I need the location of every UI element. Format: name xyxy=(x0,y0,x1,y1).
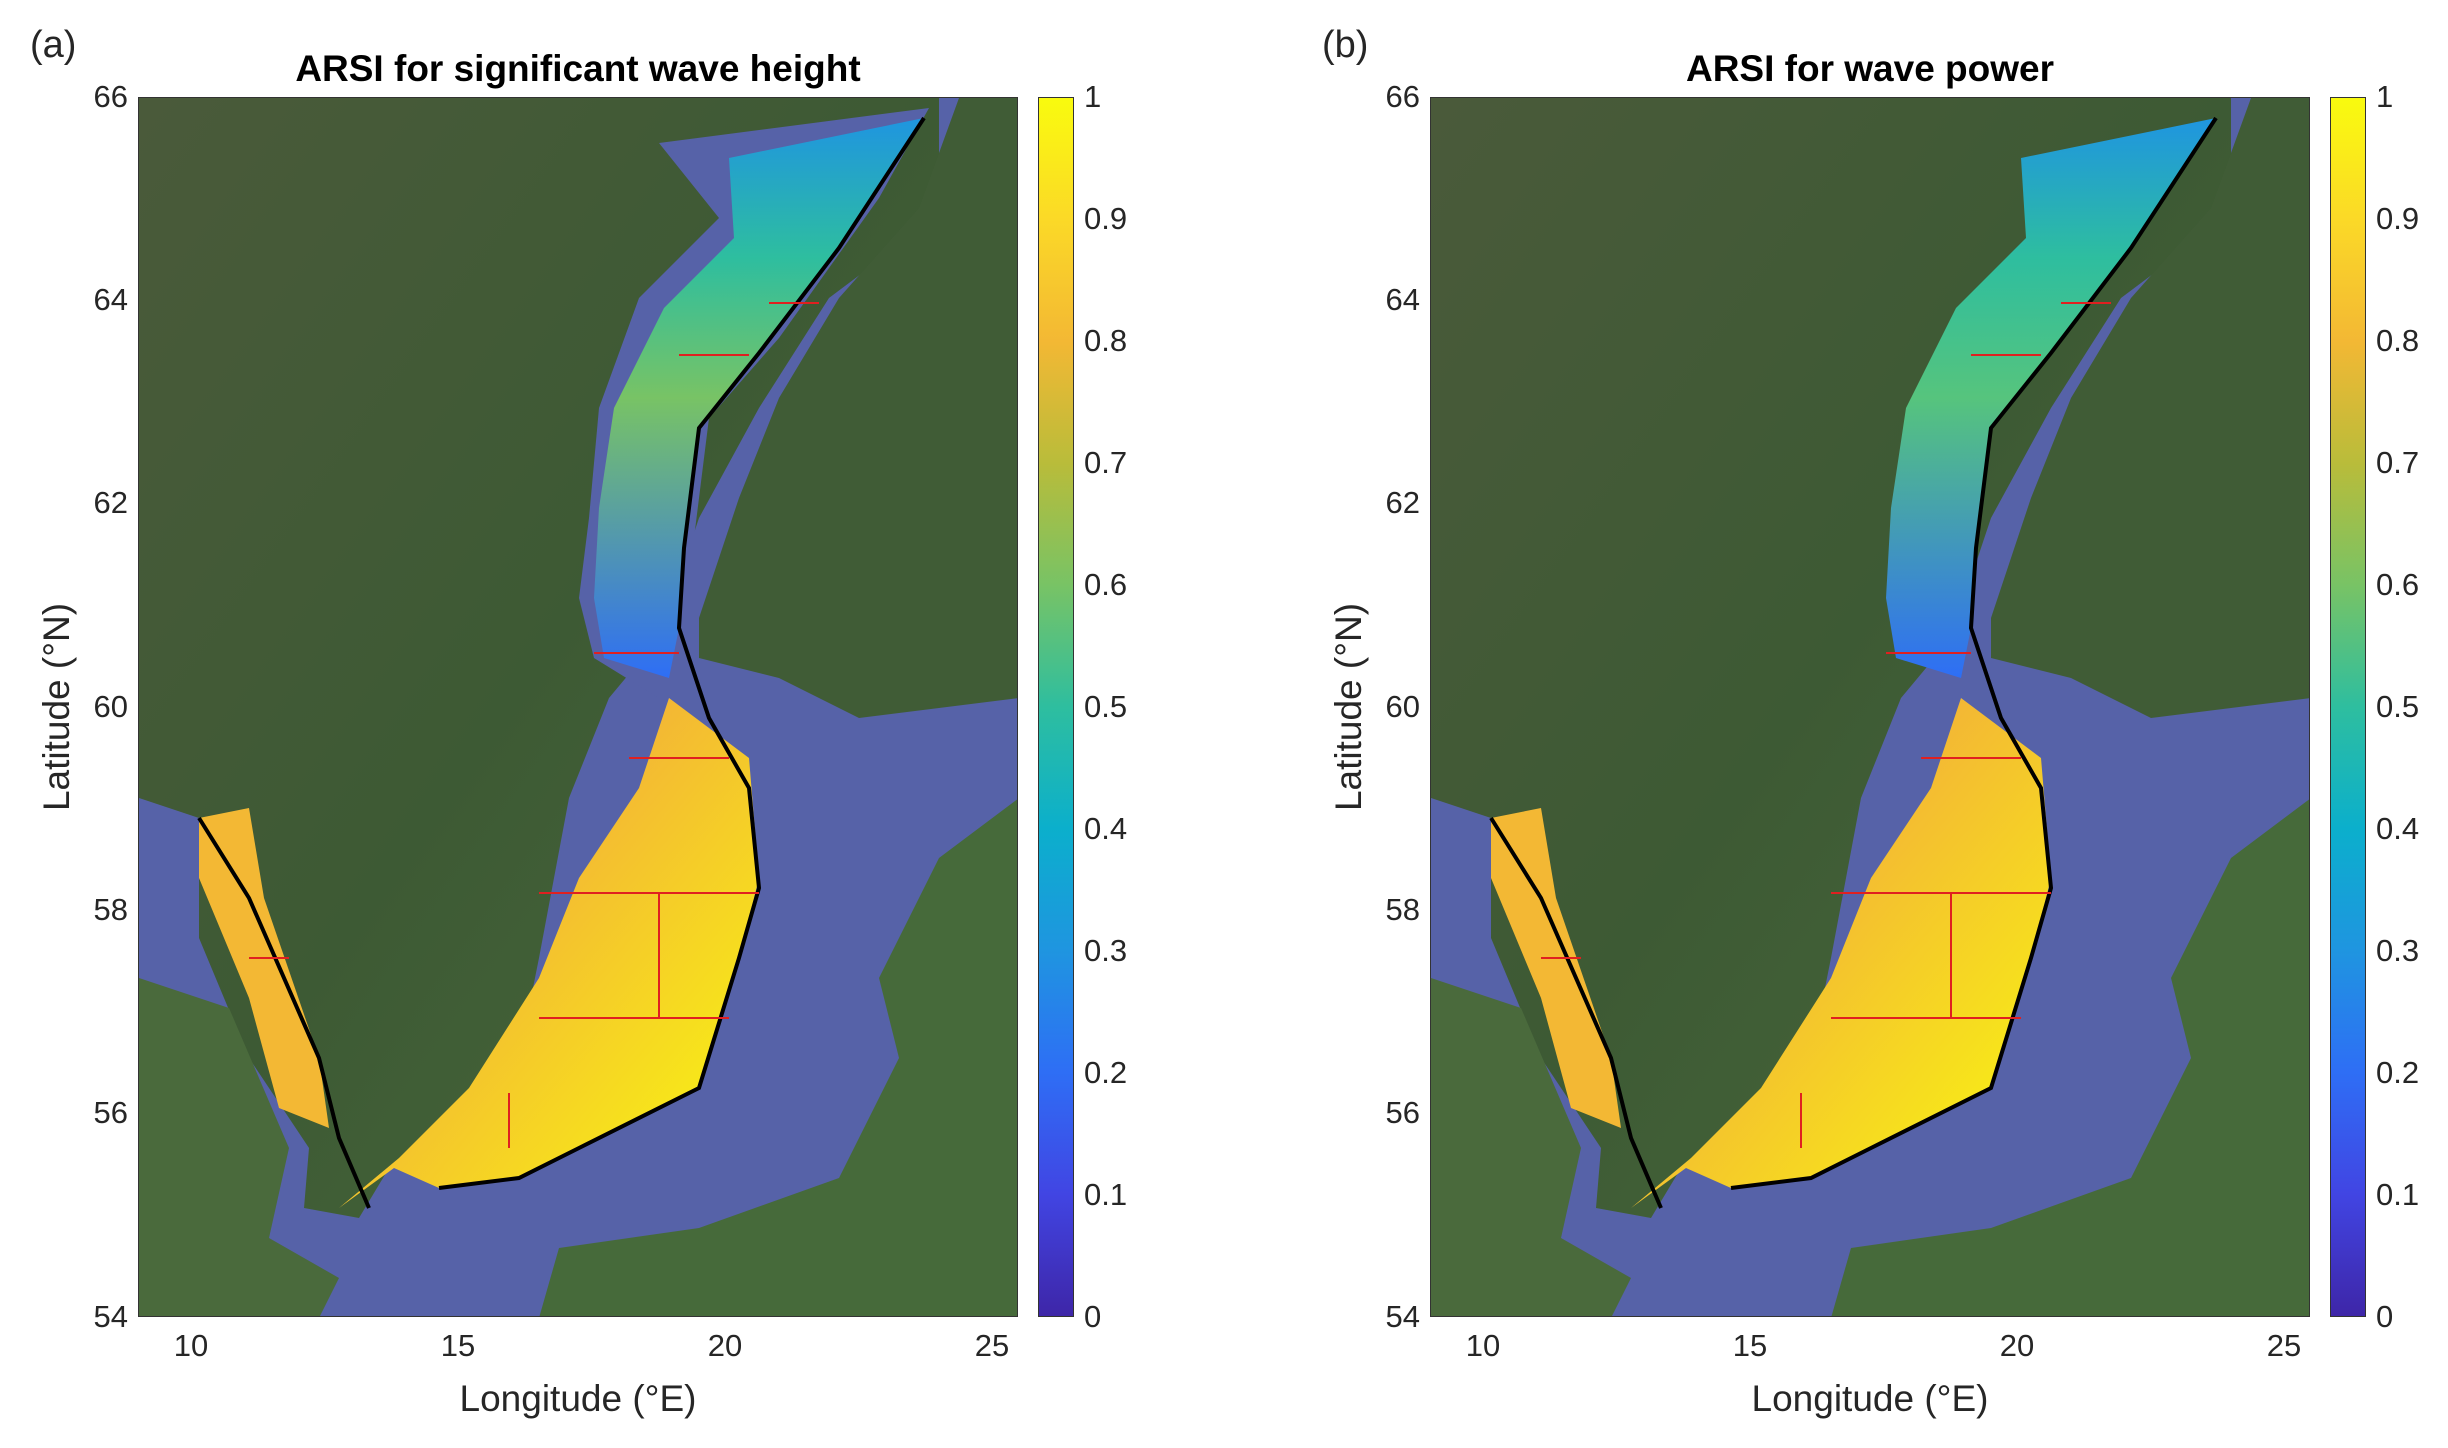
colorbar-tick-label: 0.5 xyxy=(2376,689,2420,724)
colorbar-tick-label: 0.7 xyxy=(1084,445,1128,480)
x-tick-label: 10 xyxy=(1465,1328,1501,1363)
colorbar-tick-label: 0.6 xyxy=(1084,567,1128,602)
colorbar-tick-label: 0.5 xyxy=(1084,689,1128,724)
colorbar-tick-label: 0.2 xyxy=(1084,1055,1128,1090)
x-tick-label: 25 xyxy=(2266,1328,2302,1363)
y-tick-label: 58 xyxy=(93,892,128,927)
y-tick-label: 66 xyxy=(1385,79,1420,114)
colorbar-tick-label: 0.1 xyxy=(2376,1177,2420,1212)
colorbar-tick-label: 1 xyxy=(2376,79,2394,114)
panel-label: (a) xyxy=(30,24,77,66)
colorbar-tick-label: 0.9 xyxy=(1084,201,1128,236)
panel-label: (b) xyxy=(1322,24,1369,66)
y-tick-label: 60 xyxy=(1385,689,1420,724)
colorbar-tick-label: 0.8 xyxy=(2376,323,2420,358)
map-graphic xyxy=(139,98,1017,1316)
y-tick-label: 62 xyxy=(1385,485,1420,520)
colorbar-tick-label: 0.6 xyxy=(2376,567,2420,602)
map-area xyxy=(138,97,1018,1317)
y-tick-label: 56 xyxy=(1385,1095,1420,1130)
y-tick-label: 64 xyxy=(93,282,128,317)
y-tick-label: 64 xyxy=(1385,282,1420,317)
colorbar-tick-label: 1 xyxy=(1084,79,1102,114)
x-tick-label: 20 xyxy=(707,1328,743,1363)
y-axis-label: Latitude (°N) xyxy=(1328,602,1369,812)
x-axis-label: Longitude (°E) xyxy=(1751,1378,1989,1419)
y-tick-label: 66 xyxy=(93,79,128,114)
colorbar-tick-label: 0.9 xyxy=(2376,201,2420,236)
y-tick-label: 60 xyxy=(93,689,128,724)
y-axis-label: Latitude (°N) xyxy=(36,602,77,812)
panel-title: ARSI for significant wave height xyxy=(295,48,861,89)
panel-title: ARSI for wave power xyxy=(1685,48,2055,89)
colorbar xyxy=(2330,97,2366,1317)
panel-a: (a) ARSI for significant wave height xyxy=(30,24,1128,1419)
colorbar-tick-label: 0.7 xyxy=(2376,445,2420,480)
x-axis-label: Longitude (°E) xyxy=(459,1378,697,1419)
y-tick-label: 56 xyxy=(93,1095,128,1130)
x-tick-label: 15 xyxy=(1732,1328,1768,1363)
colorbar-tick-label: 0.2 xyxy=(2376,1055,2420,1090)
x-tick-label: 25 xyxy=(974,1328,1010,1363)
x-tick-label: 20 xyxy=(1999,1328,2035,1363)
x-tick-label: 10 xyxy=(173,1328,209,1363)
colorbar-tick-label: 0.1 xyxy=(1084,1177,1128,1212)
map-graphic xyxy=(1431,98,2309,1316)
panel-b: (b) ARSI for wave power xyxy=(1292,0,2448,1448)
colorbar-tick-label: 0.3 xyxy=(1084,933,1128,968)
y-tick-label: 58 xyxy=(1385,892,1420,927)
colorbar-tick-label: 0 xyxy=(1084,1299,1102,1334)
colorbar-tick-label: 0.4 xyxy=(1084,811,1128,846)
x-tick-label: 15 xyxy=(440,1328,476,1363)
colorbar-tick-label: 0 xyxy=(2376,1299,2394,1334)
y-tick-label: 54 xyxy=(93,1299,128,1334)
map-area xyxy=(1430,97,2310,1317)
y-tick-label: 62 xyxy=(93,485,128,520)
colorbar-tick-label: 0.8 xyxy=(1084,323,1128,358)
colorbar-tick-label: 0.4 xyxy=(2376,811,2420,846)
y-tick-label: 54 xyxy=(1385,1299,1420,1334)
colorbar xyxy=(1038,97,1074,1317)
colorbar-tick-label: 0.3 xyxy=(2376,933,2420,968)
